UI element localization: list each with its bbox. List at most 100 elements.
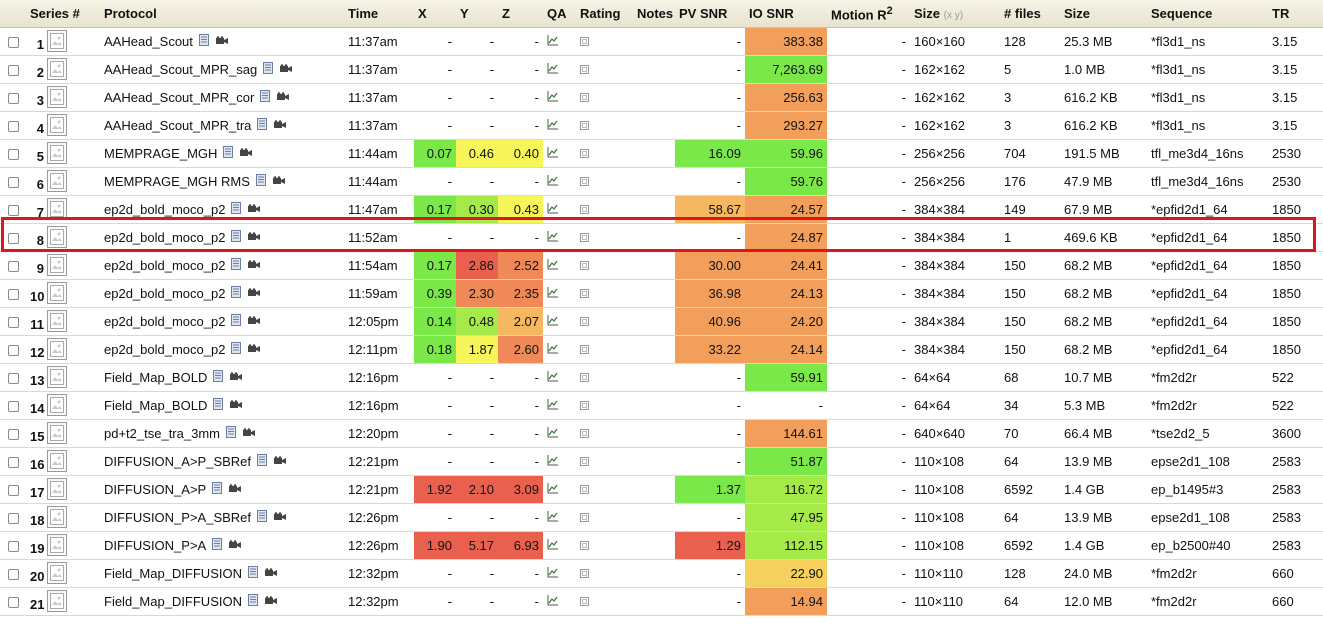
notes-cell[interactable] <box>633 363 675 392</box>
rating-box-icon[interactable] <box>580 174 589 189</box>
movie-camera-icon[interactable] <box>247 314 261 329</box>
rating-box-icon[interactable] <box>580 90 589 105</box>
notes-cell[interactable] <box>633 531 675 560</box>
table-row[interactable]: 9 ep2d_bold_moco_p2 11:54am 0.17 2.86 2.52 30.… <box>0 251 1323 280</box>
thumbnail-icon[interactable] <box>47 338 67 360</box>
thumbnail-icon[interactable] <box>47 142 67 164</box>
document-icon[interactable] <box>213 398 224 413</box>
table-row[interactable]: 7 ep2d_bold_moco_p2 11:47am 0.17 0.30 0.43 58.… <box>0 195 1323 224</box>
row-checkbox[interactable] <box>7 120 19 132</box>
col-header-y[interactable]: Y <box>456 0 498 28</box>
movie-camera-icon[interactable] <box>239 146 253 161</box>
notes-cell[interactable] <box>633 55 675 84</box>
document-icon[interactable] <box>255 174 266 189</box>
document-icon[interactable] <box>231 258 242 273</box>
rating-box-icon[interactable] <box>580 34 589 49</box>
col-header-size-xy[interactable]: Size (x y) <box>910 0 1000 28</box>
col-header-protocol[interactable]: Protocol <box>100 0 344 28</box>
document-icon[interactable] <box>212 482 223 497</box>
notes-cell[interactable] <box>633 587 675 616</box>
thumbnail-icon[interactable] <box>47 534 67 556</box>
col-header-qa[interactable]: QA <box>543 0 576 28</box>
table-row[interactable]: 20 Field_Map_DIFFUSION 12:32pm - - - -22.90-11… <box>0 559 1323 588</box>
qa-chart-icon[interactable] <box>547 370 559 385</box>
row-checkbox[interactable] <box>7 512 19 524</box>
rating-box-icon[interactable] <box>580 314 589 329</box>
document-icon[interactable] <box>247 594 258 609</box>
thumbnail-icon[interactable] <box>47 366 67 388</box>
movie-camera-icon[interactable] <box>264 594 278 609</box>
col-header-tr[interactable]: TR <box>1268 0 1323 28</box>
document-icon[interactable] <box>257 510 268 525</box>
movie-camera-icon[interactable] <box>228 482 242 497</box>
qa-chart-icon[interactable] <box>547 454 559 469</box>
rating-box-icon[interactable] <box>580 258 589 273</box>
table-row[interactable]: 10 ep2d_bold_moco_p2 11:59am 0.39 2.30 2.35 36… <box>0 279 1323 308</box>
movie-camera-icon[interactable] <box>229 370 243 385</box>
thumbnail-icon[interactable] <box>47 58 67 80</box>
rating-box-icon[interactable] <box>580 62 589 77</box>
notes-cell[interactable] <box>633 83 675 112</box>
col-header-sequence[interactable]: Sequence <box>1147 0 1268 28</box>
notes-cell[interactable] <box>633 475 675 504</box>
document-icon[interactable] <box>231 202 242 217</box>
row-checkbox[interactable] <box>7 64 19 76</box>
table-row[interactable]: 15 pd+t2_tse_tra_3mm 12:20pm - - - -144.61-640… <box>0 419 1323 448</box>
table-row[interactable]: 13 Field_Map_BOLD 12:16pm - - - -59.91-64×64 68… <box>0 363 1323 392</box>
table-row[interactable]: 5 MEMPRAGE_MGH 11:44am 0.07 0.46 0.40 16.09 59.… <box>0 139 1323 168</box>
thumbnail-icon[interactable] <box>47 562 67 584</box>
thumbnail-icon[interactable] <box>47 506 67 528</box>
movie-camera-icon[interactable] <box>247 286 261 301</box>
movie-camera-icon[interactable] <box>279 62 293 77</box>
table-row[interactable]: 18 DIFFUSION_P>A_SBRef 12:26pm - - - -47.95-11… <box>0 503 1323 532</box>
row-checkbox[interactable] <box>7 484 19 496</box>
row-checkbox[interactable] <box>7 288 19 300</box>
qa-chart-icon[interactable] <box>547 314 559 329</box>
thumbnail-icon[interactable] <box>47 198 67 220</box>
table-row[interactable]: 12 ep2d_bold_moco_p2 12:11pm 0.18 1.87 2.60 33… <box>0 335 1323 364</box>
qa-chart-icon[interactable] <box>547 426 559 441</box>
qa-chart-icon[interactable] <box>547 258 559 273</box>
notes-cell[interactable] <box>633 251 675 280</box>
col-header-time[interactable]: Time <box>344 0 414 28</box>
table-row[interactable]: 21 Field_Map_DIFFUSION 12:32pm - - - -14.94-11… <box>0 587 1323 616</box>
row-checkbox[interactable] <box>7 92 19 104</box>
row-checkbox[interactable] <box>7 36 19 48</box>
qa-chart-icon[interactable] <box>547 90 559 105</box>
movie-camera-icon[interactable] <box>273 510 287 525</box>
notes-cell[interactable] <box>633 447 675 476</box>
rating-box-icon[interactable] <box>580 426 589 441</box>
rating-box-icon[interactable] <box>580 118 589 133</box>
notes-cell[interactable] <box>633 167 675 196</box>
qa-chart-icon[interactable] <box>547 202 559 217</box>
rating-box-icon[interactable] <box>580 146 589 161</box>
row-checkbox[interactable] <box>7 176 19 188</box>
col-header-pv-snr[interactable]: PV SNR <box>675 0 745 28</box>
table-row[interactable]: 16 DIFFUSION_A>P_SBRef 12:21pm - - - -51.87-11… <box>0 447 1323 476</box>
notes-cell[interactable] <box>633 27 675 56</box>
rating-box-icon[interactable] <box>580 286 589 301</box>
thumbnail-icon[interactable] <box>47 170 67 192</box>
movie-camera-icon[interactable] <box>228 538 242 553</box>
qa-chart-icon[interactable] <box>547 62 559 77</box>
document-icon[interactable] <box>231 314 242 329</box>
row-checkbox[interactable] <box>7 260 19 272</box>
row-checkbox[interactable] <box>7 232 19 244</box>
qa-chart-icon[interactable] <box>547 34 559 49</box>
notes-cell[interactable] <box>633 111 675 140</box>
movie-camera-icon[interactable] <box>273 454 287 469</box>
notes-cell[interactable] <box>633 139 675 168</box>
rating-box-icon[interactable] <box>580 538 589 553</box>
notes-cell[interactable] <box>633 503 675 532</box>
row-checkbox[interactable] <box>7 596 19 608</box>
col-header-motion[interactable]: Motion R2 <box>827 0 910 28</box>
thumbnail-icon[interactable] <box>47 30 67 52</box>
document-icon[interactable] <box>247 566 258 581</box>
qa-chart-icon[interactable] <box>547 230 559 245</box>
table-row[interactable]: 17 DIFFUSION_A>P 12:21pm 1.92 2.10 3.09 1.37 11… <box>0 475 1323 504</box>
document-icon[interactable] <box>231 230 242 245</box>
notes-cell[interactable] <box>633 279 675 308</box>
notes-cell[interactable] <box>633 559 675 588</box>
table-row[interactable]: 14 Field_Map_BOLD 12:16pm - - - - - -64×64 34 5.3 … <box>0 391 1323 420</box>
col-header-notes[interactable]: Notes <box>633 0 675 28</box>
